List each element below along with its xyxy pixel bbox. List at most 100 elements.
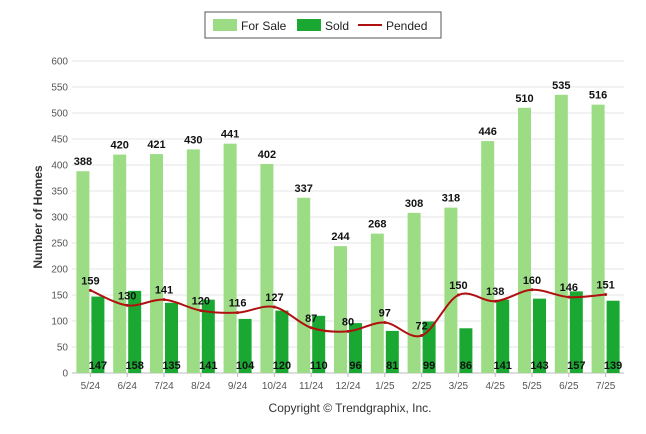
data-label-for-sale: 510 <box>515 93 533 105</box>
data-label-sold: 99 <box>423 360 435 372</box>
data-label-sold: 158 <box>126 360 144 372</box>
pended-point <box>199 309 203 313</box>
pended-line <box>88 288 608 338</box>
pended-point <box>272 305 276 309</box>
x-axis: 5/24 6/24 7/24 8/24 9/24 10/24 11/24 12/24 1/25 2… <box>81 373 616 392</box>
x-tick-label: 2/25 <box>412 381 432 392</box>
x-tick-label: 7/24 <box>154 381 174 392</box>
x-tick-label: 8/24 <box>191 381 211 392</box>
data-label-sold: 157 <box>567 360 585 372</box>
bar-for-sale <box>260 163 274 373</box>
y-tick-label: 350 <box>51 187 68 198</box>
bar-for-sale <box>591 104 605 374</box>
data-label-sold: 141 <box>199 360 217 372</box>
bar-for-sale <box>150 154 163 373</box>
data-label-sold: 143 <box>530 360 548 372</box>
data-label-sold: 86 <box>460 360 472 372</box>
bar-sold <box>606 300 620 373</box>
y-axis-label: Number of Homes <box>31 165 45 269</box>
y-tick-label: 450 <box>51 135 68 146</box>
y-axis: 0 50 100 150 200 250 300 350 400 450 500 550 600 <box>51 57 68 380</box>
y-tick-label: 300 <box>51 213 68 224</box>
data-label-pended: 116 <box>229 298 247 310</box>
pended-point <box>309 326 313 330</box>
bar-sold <box>349 323 362 373</box>
pended-point <box>456 293 460 297</box>
data-label-pended: 120 <box>192 296 210 308</box>
x-tick-label: 9/24 <box>228 381 248 392</box>
bar-for-sale <box>297 197 311 373</box>
data-label-for-sale: 388 <box>74 156 92 168</box>
data-label-for-sale: 420 <box>111 140 129 152</box>
data-label-pended: 72 <box>415 321 427 333</box>
data-label-sold: 96 <box>349 360 361 372</box>
data-label-pended: 151 <box>596 279 614 291</box>
y-tick-label: 600 <box>51 57 68 68</box>
x-tick-label: 11/24 <box>299 381 324 392</box>
pended-point <box>567 295 571 299</box>
legend-label-sold: Sold <box>325 19 349 33</box>
bar-for-sale <box>186 149 200 373</box>
data-label-for-sale: 446 <box>479 126 497 138</box>
data-label-sold: 104 <box>236 360 255 372</box>
data-label-sold: 135 <box>162 360 180 372</box>
pended-point <box>604 292 608 296</box>
data-label-pended: 87 <box>305 313 317 325</box>
data-label-sold: 141 <box>494 360 512 372</box>
data-label-for-sale: 430 <box>184 134 202 146</box>
bar-sold <box>385 330 399 373</box>
bars <box>76 94 620 374</box>
pended-point <box>530 288 534 292</box>
y-tick-label: 0 <box>62 369 68 380</box>
data-label-pended: 141 <box>155 285 173 297</box>
x-tick-label: 7/25 <box>596 381 616 392</box>
y-tick-label: 550 <box>51 83 68 94</box>
data-label-sold: 147 <box>89 360 107 372</box>
y-tick-label: 150 <box>51 291 68 302</box>
pended-point <box>420 334 424 338</box>
x-tick-label: 5/24 <box>81 381 101 392</box>
x-tick-label: 5/25 <box>522 381 542 392</box>
y-tick-label: 500 <box>51 109 68 120</box>
pended-point <box>383 321 387 325</box>
data-label-pended: 146 <box>560 282 578 294</box>
y-tick-label: 50 <box>57 343 69 354</box>
data-label-for-sale: 308 <box>405 198 423 210</box>
x-tick-label: 1/25 <box>375 381 395 392</box>
data-label-for-sale: 535 <box>552 80 570 92</box>
bar-for-sale <box>407 212 421 373</box>
bar-sold <box>459 328 473 373</box>
data-labels: 388 147 420 158 421 135 430 141 441 104 402 120 337 1… <box>74 80 623 372</box>
data-label-sold: 120 <box>273 360 291 372</box>
bar-sold <box>238 318 252 373</box>
x-tick-label: 3/25 <box>449 381 469 392</box>
bar-for-sale <box>370 233 384 373</box>
data-label-for-sale: 268 <box>368 219 386 231</box>
pended-point <box>346 329 350 333</box>
legend-label-pended: Pended <box>386 19 427 33</box>
data-label-sold: 110 <box>310 360 328 372</box>
x-tick-label: 4/25 <box>485 381 505 392</box>
data-label-pended: 138 <box>486 286 504 298</box>
bar-sold <box>201 299 215 373</box>
bar-sold <box>569 291 583 373</box>
y-tick-label: 400 <box>51 161 68 172</box>
bar-for-sale <box>481 141 495 373</box>
bar-sold <box>91 296 105 373</box>
bar-for-sale <box>223 143 237 373</box>
legend: For Sale Sold Pended <box>204 11 442 39</box>
bar-for-sale <box>554 94 568 374</box>
legend-swatch-for-sale <box>213 19 237 31</box>
x-tick-label: 6/24 <box>117 381 137 392</box>
data-label-for-sale: 402 <box>258 149 276 161</box>
legend-swatch-sold <box>297 19 321 31</box>
y-tick-label: 200 <box>51 265 68 276</box>
legend-box <box>204 11 442 39</box>
pended-point <box>125 303 129 307</box>
pended-point <box>88 288 92 292</box>
data-label-for-sale: 516 <box>589 90 607 102</box>
data-label-sold: 81 <box>386 360 398 372</box>
bar-sold <box>422 321 436 373</box>
bar-sold <box>275 310 289 373</box>
